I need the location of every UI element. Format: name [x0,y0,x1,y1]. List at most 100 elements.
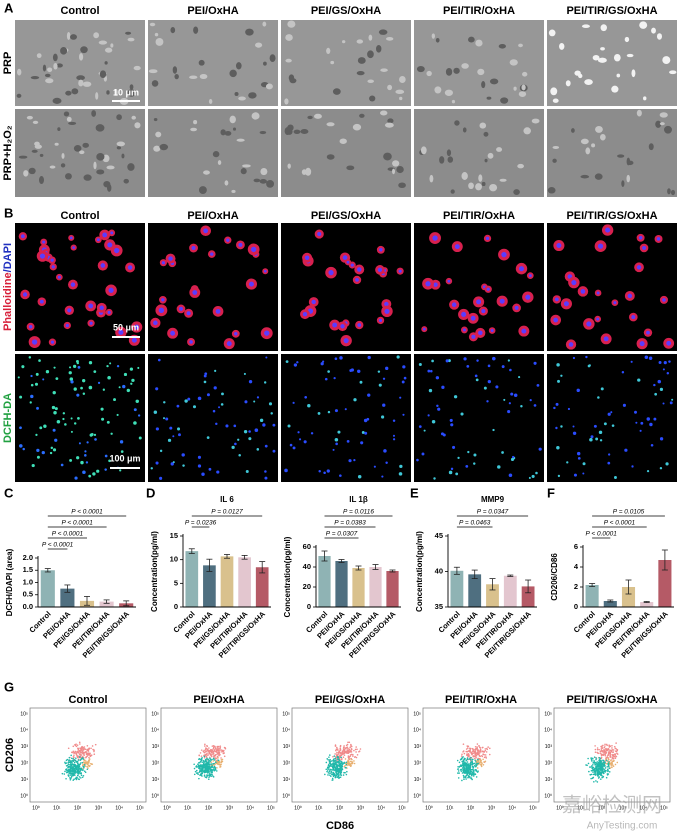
cell [637,378,641,382]
event [84,771,87,774]
cell [172,66,178,74]
column-header: PEI/TIR/GS/OxHA [566,694,657,706]
cell [254,428,259,433]
event [81,761,84,764]
cell [399,96,403,101]
cell [344,408,347,411]
nucleus [639,341,645,347]
event [462,751,464,753]
event [217,757,219,759]
nucleus [57,275,61,279]
nucleus [499,298,505,304]
cell [131,115,136,120]
nucleus [384,301,389,307]
cell [82,379,86,383]
event [594,751,597,754]
event [72,750,75,753]
event [193,773,196,776]
event [457,770,460,772]
event [594,773,597,775]
y-tick-label: 10⁵ [151,711,159,717]
cell [531,474,535,478]
event [591,760,593,762]
event [67,770,70,773]
nucleus [42,240,46,244]
nucleus [481,309,486,314]
event [203,749,205,752]
event [63,773,66,775]
cell [45,78,54,84]
cell [508,402,511,405]
cell [303,440,307,444]
cell [418,362,422,367]
cell [234,442,237,446]
event [465,748,468,750]
cell [607,453,611,456]
cell [126,388,131,393]
cell [167,438,172,442]
event [336,746,338,749]
cell [68,371,72,375]
event [339,754,342,757]
event [198,754,201,757]
event [477,760,480,763]
event [459,765,461,767]
cell [479,122,487,129]
event [484,760,487,763]
nucleus [102,232,108,238]
event [330,770,333,773]
event [207,750,210,753]
y-axis-label: CD206 [4,738,16,772]
y-tick-label: 10⁵ [282,711,290,717]
cell [63,111,70,117]
cell [231,189,236,193]
error-bar [643,601,650,603]
cell [613,53,621,62]
event [82,774,85,777]
cell [70,417,73,420]
cell [521,84,526,91]
cell [318,470,321,473]
event [211,753,213,756]
significance-label: P < 0.0001 [42,542,74,549]
event [598,768,601,770]
error-bar [625,579,632,595]
cell [34,382,39,386]
nucleus [238,242,243,247]
event [83,763,86,766]
event [86,768,89,771]
cell [57,127,61,132]
event [353,749,355,752]
cell [664,125,672,134]
event [341,752,344,755]
y-tick-label: 10³ [545,744,553,750]
event [483,761,485,763]
event [615,748,618,750]
error-bar [123,600,130,607]
cell [326,154,335,160]
event [605,776,608,779]
cell [32,120,39,124]
cell [80,386,83,390]
event [206,750,209,752]
event [78,741,81,744]
event [83,751,86,754]
event [614,750,617,752]
nucleus [317,231,322,237]
cell [248,437,252,441]
image-background [148,109,278,197]
event [337,771,340,773]
event [199,770,201,772]
cell [36,448,40,453]
cell [403,376,407,380]
cell [73,144,82,152]
cell [30,383,34,387]
x-tick-label: 10¹ [184,805,192,811]
event [93,753,96,756]
event [74,744,76,746]
cell [237,438,240,441]
x-tick-label: 10⁰ [32,805,40,811]
event [477,752,479,755]
event [334,766,337,769]
cell [588,364,591,367]
